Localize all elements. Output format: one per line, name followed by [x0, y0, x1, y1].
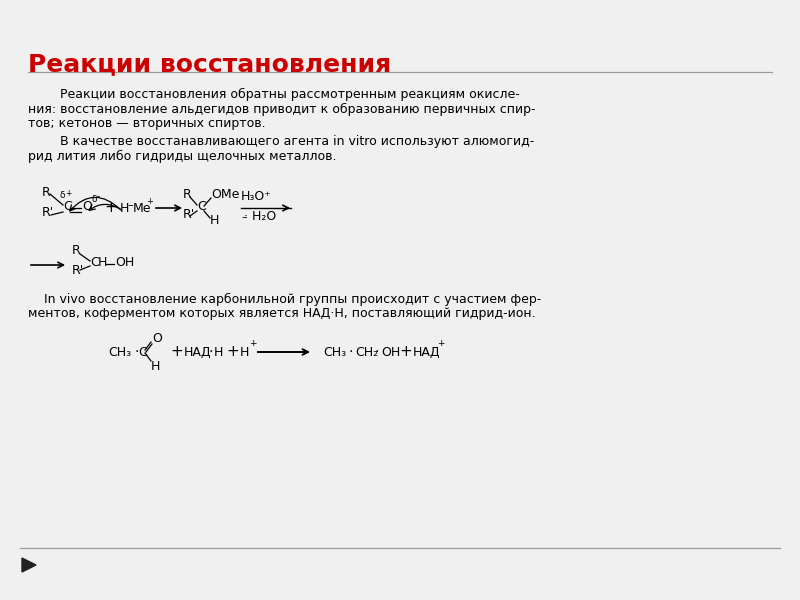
- Text: +: +: [226, 344, 238, 359]
- Text: +: +: [104, 200, 117, 215]
- Text: CH₃: CH₃: [323, 346, 346, 358]
- Text: C: C: [138, 346, 146, 358]
- Text: +: +: [249, 338, 257, 347]
- Text: тов; кетонов — вторичных спиртов.: тов; кетонов — вторичных спиртов.: [28, 117, 266, 130]
- Text: ·: ·: [375, 345, 379, 359]
- Text: В качестве восстанавливающего агента in vitro используют алюмогид-: В качестве восстанавливающего агента in …: [28, 136, 534, 148]
- Text: ·: ·: [134, 345, 138, 359]
- Text: R: R: [42, 185, 50, 199]
- Text: δ: δ: [91, 196, 97, 205]
- Text: In vivo восстановление карбонильной группы происходит с участием фер-: In vivo восстановление карбонильной груп…: [28, 293, 542, 306]
- Text: ·: ·: [208, 345, 212, 359]
- Text: –: –: [241, 212, 246, 222]
- Polygon shape: [22, 558, 36, 572]
- Text: НАД: НАД: [413, 346, 441, 358]
- Text: +: +: [399, 344, 412, 359]
- Text: –: –: [127, 200, 133, 210]
- Text: –: –: [96, 193, 100, 202]
- Text: C: C: [63, 200, 72, 214]
- Text: C: C: [197, 200, 206, 214]
- Text: H₃O⁺: H₃O⁺: [241, 190, 272, 202]
- Text: CH₂: CH₂: [355, 346, 378, 358]
- Text: R: R: [72, 245, 81, 257]
- Text: H: H: [120, 202, 130, 214]
- Text: ния: восстановление альдегидов приводит к образованию первичных спир-: ния: восстановление альдегидов приводит …: [28, 103, 535, 116]
- Text: ментов, коферментом которых является НАД·Н, поставляющий гидрид-ион.: ментов, коферментом которых является НАД…: [28, 307, 536, 320]
- Text: OMe: OMe: [211, 187, 239, 200]
- Text: +: +: [146, 196, 153, 205]
- Text: OH: OH: [115, 256, 134, 269]
- Text: R': R': [42, 206, 54, 220]
- Text: рид лития либо гидриды щелочных металлов.: рид лития либо гидриды щелочных металлов…: [28, 150, 337, 163]
- Text: · H₂O: · H₂O: [244, 209, 276, 223]
- Text: CH₃: CH₃: [108, 346, 131, 358]
- Text: Реакции восстановления: Реакции восстановления: [28, 52, 391, 76]
- Text: ·: ·: [349, 345, 354, 359]
- Text: H: H: [151, 359, 160, 373]
- Text: OH: OH: [381, 346, 400, 358]
- Text: R: R: [183, 187, 192, 200]
- Text: R': R': [72, 263, 84, 277]
- Text: +: +: [437, 338, 445, 347]
- Text: +: +: [170, 344, 182, 359]
- Text: Н: Н: [240, 346, 250, 358]
- Text: C: C: [90, 256, 98, 269]
- Text: H: H: [98, 256, 107, 269]
- Text: R': R': [183, 208, 195, 221]
- Text: НАД: НАД: [184, 346, 212, 358]
- Text: δ: δ: [60, 191, 66, 200]
- Text: +: +: [65, 188, 71, 197]
- Text: O: O: [152, 331, 162, 344]
- Text: Me: Me: [133, 202, 151, 214]
- Text: H: H: [210, 214, 219, 227]
- Text: Реакции восстановления обратны рассмотренным реакциям окисле-: Реакции восстановления обратны рассмотре…: [28, 88, 520, 101]
- Text: O: O: [82, 200, 92, 214]
- Text: Н: Н: [214, 346, 223, 358]
